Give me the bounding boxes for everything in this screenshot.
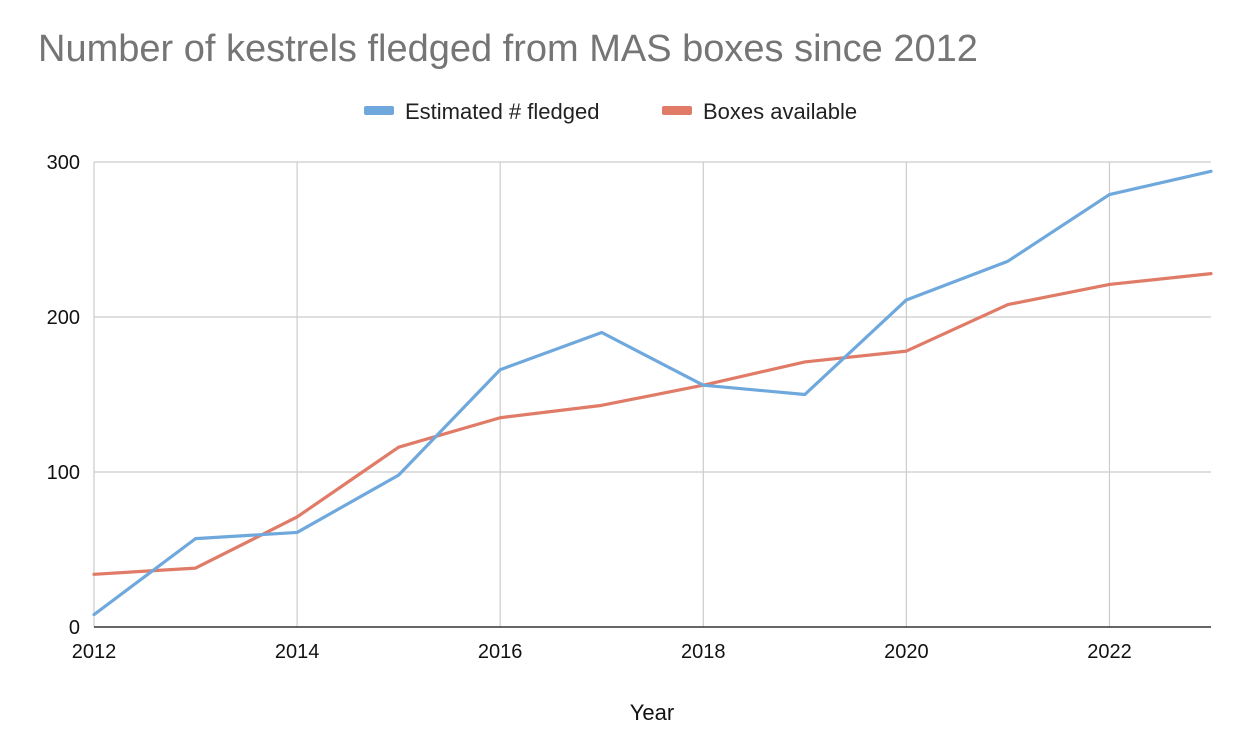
chart-title: Number of kestrels fledged from MAS boxe… bbox=[38, 28, 978, 70]
series-line-estimated-fledged bbox=[92, 169, 1213, 617]
x-axis-label: Year bbox=[630, 700, 674, 725]
x-tick-label: 2022 bbox=[1087, 641, 1132, 663]
y-tick-label: 300 bbox=[47, 152, 80, 174]
legend-label-boxes: Boxes available bbox=[703, 99, 857, 124]
y-tick-label: 100 bbox=[47, 462, 80, 484]
y-tick-label: 0 bbox=[69, 617, 80, 639]
x-tick-label: 2014 bbox=[275, 641, 320, 663]
axes: 0 100 200 300 2012 2014 2016 2018 2020 2022 bbox=[47, 152, 1211, 663]
series bbox=[92, 169, 1213, 617]
x-tick-label: 2016 bbox=[478, 641, 523, 663]
legend-swatch-fledged bbox=[364, 106, 394, 115]
x-tick-label: 2018 bbox=[681, 641, 726, 663]
legend-label-fledged: Estimated # fledged bbox=[405, 99, 599, 124]
x-tick-label: 2020 bbox=[884, 641, 929, 663]
legend: Estimated # fledged Boxes available bbox=[364, 99, 857, 124]
legend-swatch-boxes bbox=[662, 106, 692, 115]
series-line-boxes-available bbox=[92, 272, 1213, 576]
x-tick-label: 2012 bbox=[72, 641, 117, 663]
grid bbox=[93, 161, 1211, 627]
y-tick-label: 200 bbox=[47, 307, 80, 329]
